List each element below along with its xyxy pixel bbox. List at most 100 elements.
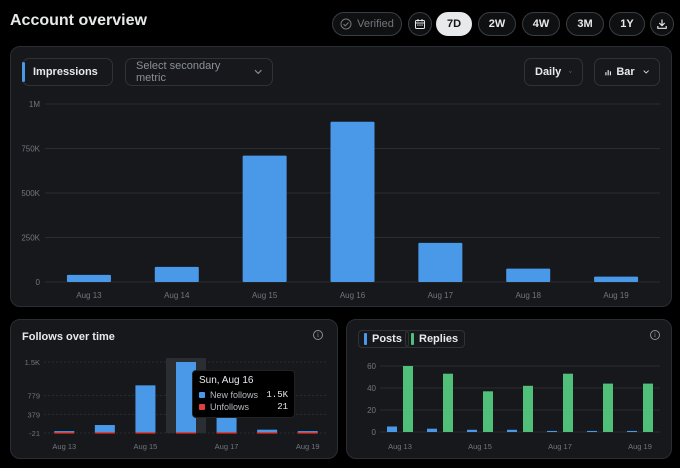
x-tick-label: Aug 13 <box>388 442 412 451</box>
x-tick-label: Aug 15 <box>134 442 158 451</box>
chart-type-label: Bar <box>616 66 635 78</box>
range-1y-button[interactable]: 1Y <box>609 12 645 36</box>
posts-bar <box>387 426 397 432</box>
granularity-dropdown[interactable]: Daily <box>524 58 583 86</box>
x-tick-label: Aug 17 <box>548 442 572 451</box>
tooltip-swatch-red <box>199 404 205 410</box>
x-tick-label: Aug 15 <box>468 442 492 451</box>
chart-type-dropdown[interactable]: Bar <box>594 58 660 86</box>
y-tick-label: -21 <box>29 429 40 438</box>
granularity-label: Daily <box>535 66 562 78</box>
y-tick-label: 40 <box>367 384 376 393</box>
calendar-button[interactable] <box>408 12 432 36</box>
y-tick-label: 379 <box>27 410 40 419</box>
unfollows-bar <box>54 432 75 434</box>
legend-replies[interactable]: Replies <box>405 330 466 348</box>
tooltip-swatch-blue <box>199 392 205 398</box>
primary-metric-label: Impressions <box>33 66 98 78</box>
unfollows-bar <box>135 432 156 434</box>
replies-bar <box>443 373 453 432</box>
page-title: Account overview <box>10 12 147 29</box>
impressions-bar <box>330 121 375 282</box>
replies-bar <box>403 366 413 432</box>
unfollows-bar <box>257 432 278 434</box>
verified-label: Verified <box>357 18 394 30</box>
unfollows-bar <box>176 432 196 434</box>
x-tick-label: Aug 17 <box>428 291 454 300</box>
new-follows-bar <box>216 414 237 433</box>
tooltip-row-unfollows: Unfollows 21 <box>199 401 288 413</box>
chevron-down-icon <box>254 69 262 75</box>
download-button[interactable] <box>650 12 674 36</box>
info-icon[interactable]: i <box>650 330 660 340</box>
chevron-down-icon <box>569 71 572 73</box>
impressions-bar <box>418 242 463 282</box>
info-icon[interactable]: i <box>313 330 323 340</box>
x-tick-label: Aug 18 <box>516 291 542 300</box>
tooltip-row-new-follows: New follows 1.5K <box>199 389 288 401</box>
posts-bar <box>547 430 557 432</box>
unfollows-bar <box>216 432 237 434</box>
y-tick-label: 20 <box>367 406 376 415</box>
tooltip-value: 1.5K <box>266 390 288 400</box>
tooltip-date: Sun, Aug 16 <box>199 375 254 386</box>
tooltip-label: Unfollows <box>210 402 250 412</box>
verified-filter-button[interactable]: Verified <box>332 12 402 36</box>
y-tick-label: 500K <box>21 189 40 198</box>
replies-bar <box>563 373 573 432</box>
y-tick-label: 250K <box>21 234 40 243</box>
posts-bar <box>627 430 637 432</box>
y-tick-label: 750K <box>21 145 40 154</box>
tooltip-value: 21 <box>277 402 288 412</box>
replies-bar <box>483 391 493 432</box>
x-tick-label: Aug 13 <box>52 442 76 451</box>
range-7d-button[interactable]: 7D <box>436 12 472 36</box>
new-follows-bar <box>135 385 156 433</box>
posts-bar <box>507 429 517 432</box>
download-icon <box>657 19 667 29</box>
y-tick-label: 1M <box>29 100 40 109</box>
legend-replies-swatch <box>411 333 414 345</box>
range-4w-button[interactable]: 4W <box>522 12 560 36</box>
x-tick-label: Aug 15 <box>252 291 278 300</box>
range-3m-button[interactable]: 3M <box>566 12 604 36</box>
new-follows-bar <box>94 425 115 433</box>
x-tick-label: Aug 19 <box>296 442 320 451</box>
replies-bar <box>603 383 613 432</box>
follows-tooltip: Sun, Aug 16 New follows 1.5K Unfollows 2… <box>192 370 295 418</box>
legend-posts[interactable]: Posts <box>358 330 409 348</box>
impressions-bar <box>242 155 287 282</box>
x-tick-label: Aug 19 <box>628 442 652 451</box>
calendar-icon <box>415 19 425 29</box>
new-follows-bar <box>54 431 75 433</box>
secondary-metric-placeholder: Select secondary metric <box>136 60 221 84</box>
y-tick-label: 1.5K <box>25 358 40 367</box>
legend-posts-label: Posts <box>372 333 402 345</box>
y-tick-label: 60 <box>367 362 376 371</box>
x-tick-label: Aug 13 <box>76 291 102 300</box>
secondary-metric-dropdown[interactable]: Select secondary metric <box>125 58 273 86</box>
new-follows-bar <box>176 362 196 433</box>
y-tick-label: 0 <box>372 428 377 437</box>
check-circle-icon <box>340 18 352 30</box>
impressions-bar <box>594 276 639 282</box>
primary-metric-dropdown[interactable]: Impressions <box>22 58 113 86</box>
legend-replies-label: Replies <box>419 333 459 345</box>
new-follows-bar <box>257 429 278 433</box>
x-tick-label: Aug 16 <box>340 291 366 300</box>
y-tick-label: 779 <box>27 392 40 401</box>
range-2w-button[interactable]: 2W <box>478 12 516 36</box>
unfollows-bar <box>94 432 115 434</box>
unfollows-bar <box>297 432 318 434</box>
y-tick-label: 0 <box>36 278 41 287</box>
x-tick-label: Aug 14 <box>164 291 190 300</box>
impressions-bar <box>154 266 199 282</box>
tooltip-label: New follows <box>210 390 259 400</box>
posts-bar <box>587 430 597 432</box>
metric-color-accent <box>22 62 25 82</box>
posts-bar <box>427 428 437 432</box>
impressions-bar <box>506 268 551 282</box>
legend-posts-swatch <box>364 333 367 345</box>
